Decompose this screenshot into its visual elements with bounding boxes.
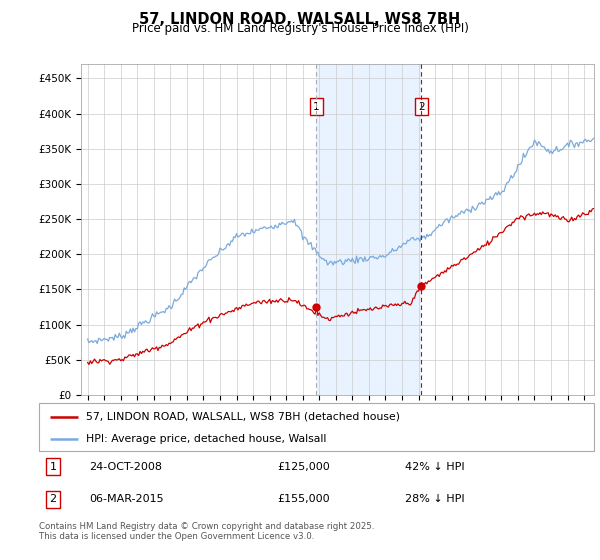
Text: 1: 1 <box>49 461 56 472</box>
FancyBboxPatch shape <box>39 403 594 451</box>
Text: HPI: Average price, detached house, Walsall: HPI: Average price, detached house, Wals… <box>86 434 326 444</box>
Text: 2: 2 <box>418 101 425 111</box>
Text: 1: 1 <box>313 101 320 111</box>
Text: 42% ↓ HPI: 42% ↓ HPI <box>406 461 465 472</box>
Text: £155,000: £155,000 <box>278 494 330 505</box>
Text: Price paid vs. HM Land Registry's House Price Index (HPI): Price paid vs. HM Land Registry's House … <box>131 22 469 35</box>
Text: 2: 2 <box>49 494 56 505</box>
Bar <box>316 64 421 395</box>
Text: 24-OCT-2008: 24-OCT-2008 <box>89 461 162 472</box>
Text: Contains HM Land Registry data © Crown copyright and database right 2025.
This d: Contains HM Land Registry data © Crown c… <box>39 522 374 542</box>
Text: 28% ↓ HPI: 28% ↓ HPI <box>406 494 465 505</box>
Text: £125,000: £125,000 <box>278 461 331 472</box>
Text: 57, LINDON ROAD, WALSALL, WS8 7BH: 57, LINDON ROAD, WALSALL, WS8 7BH <box>139 12 461 27</box>
Text: 57, LINDON ROAD, WALSALL, WS8 7BH (detached house): 57, LINDON ROAD, WALSALL, WS8 7BH (detac… <box>86 412 400 422</box>
Text: 06-MAR-2015: 06-MAR-2015 <box>89 494 164 505</box>
